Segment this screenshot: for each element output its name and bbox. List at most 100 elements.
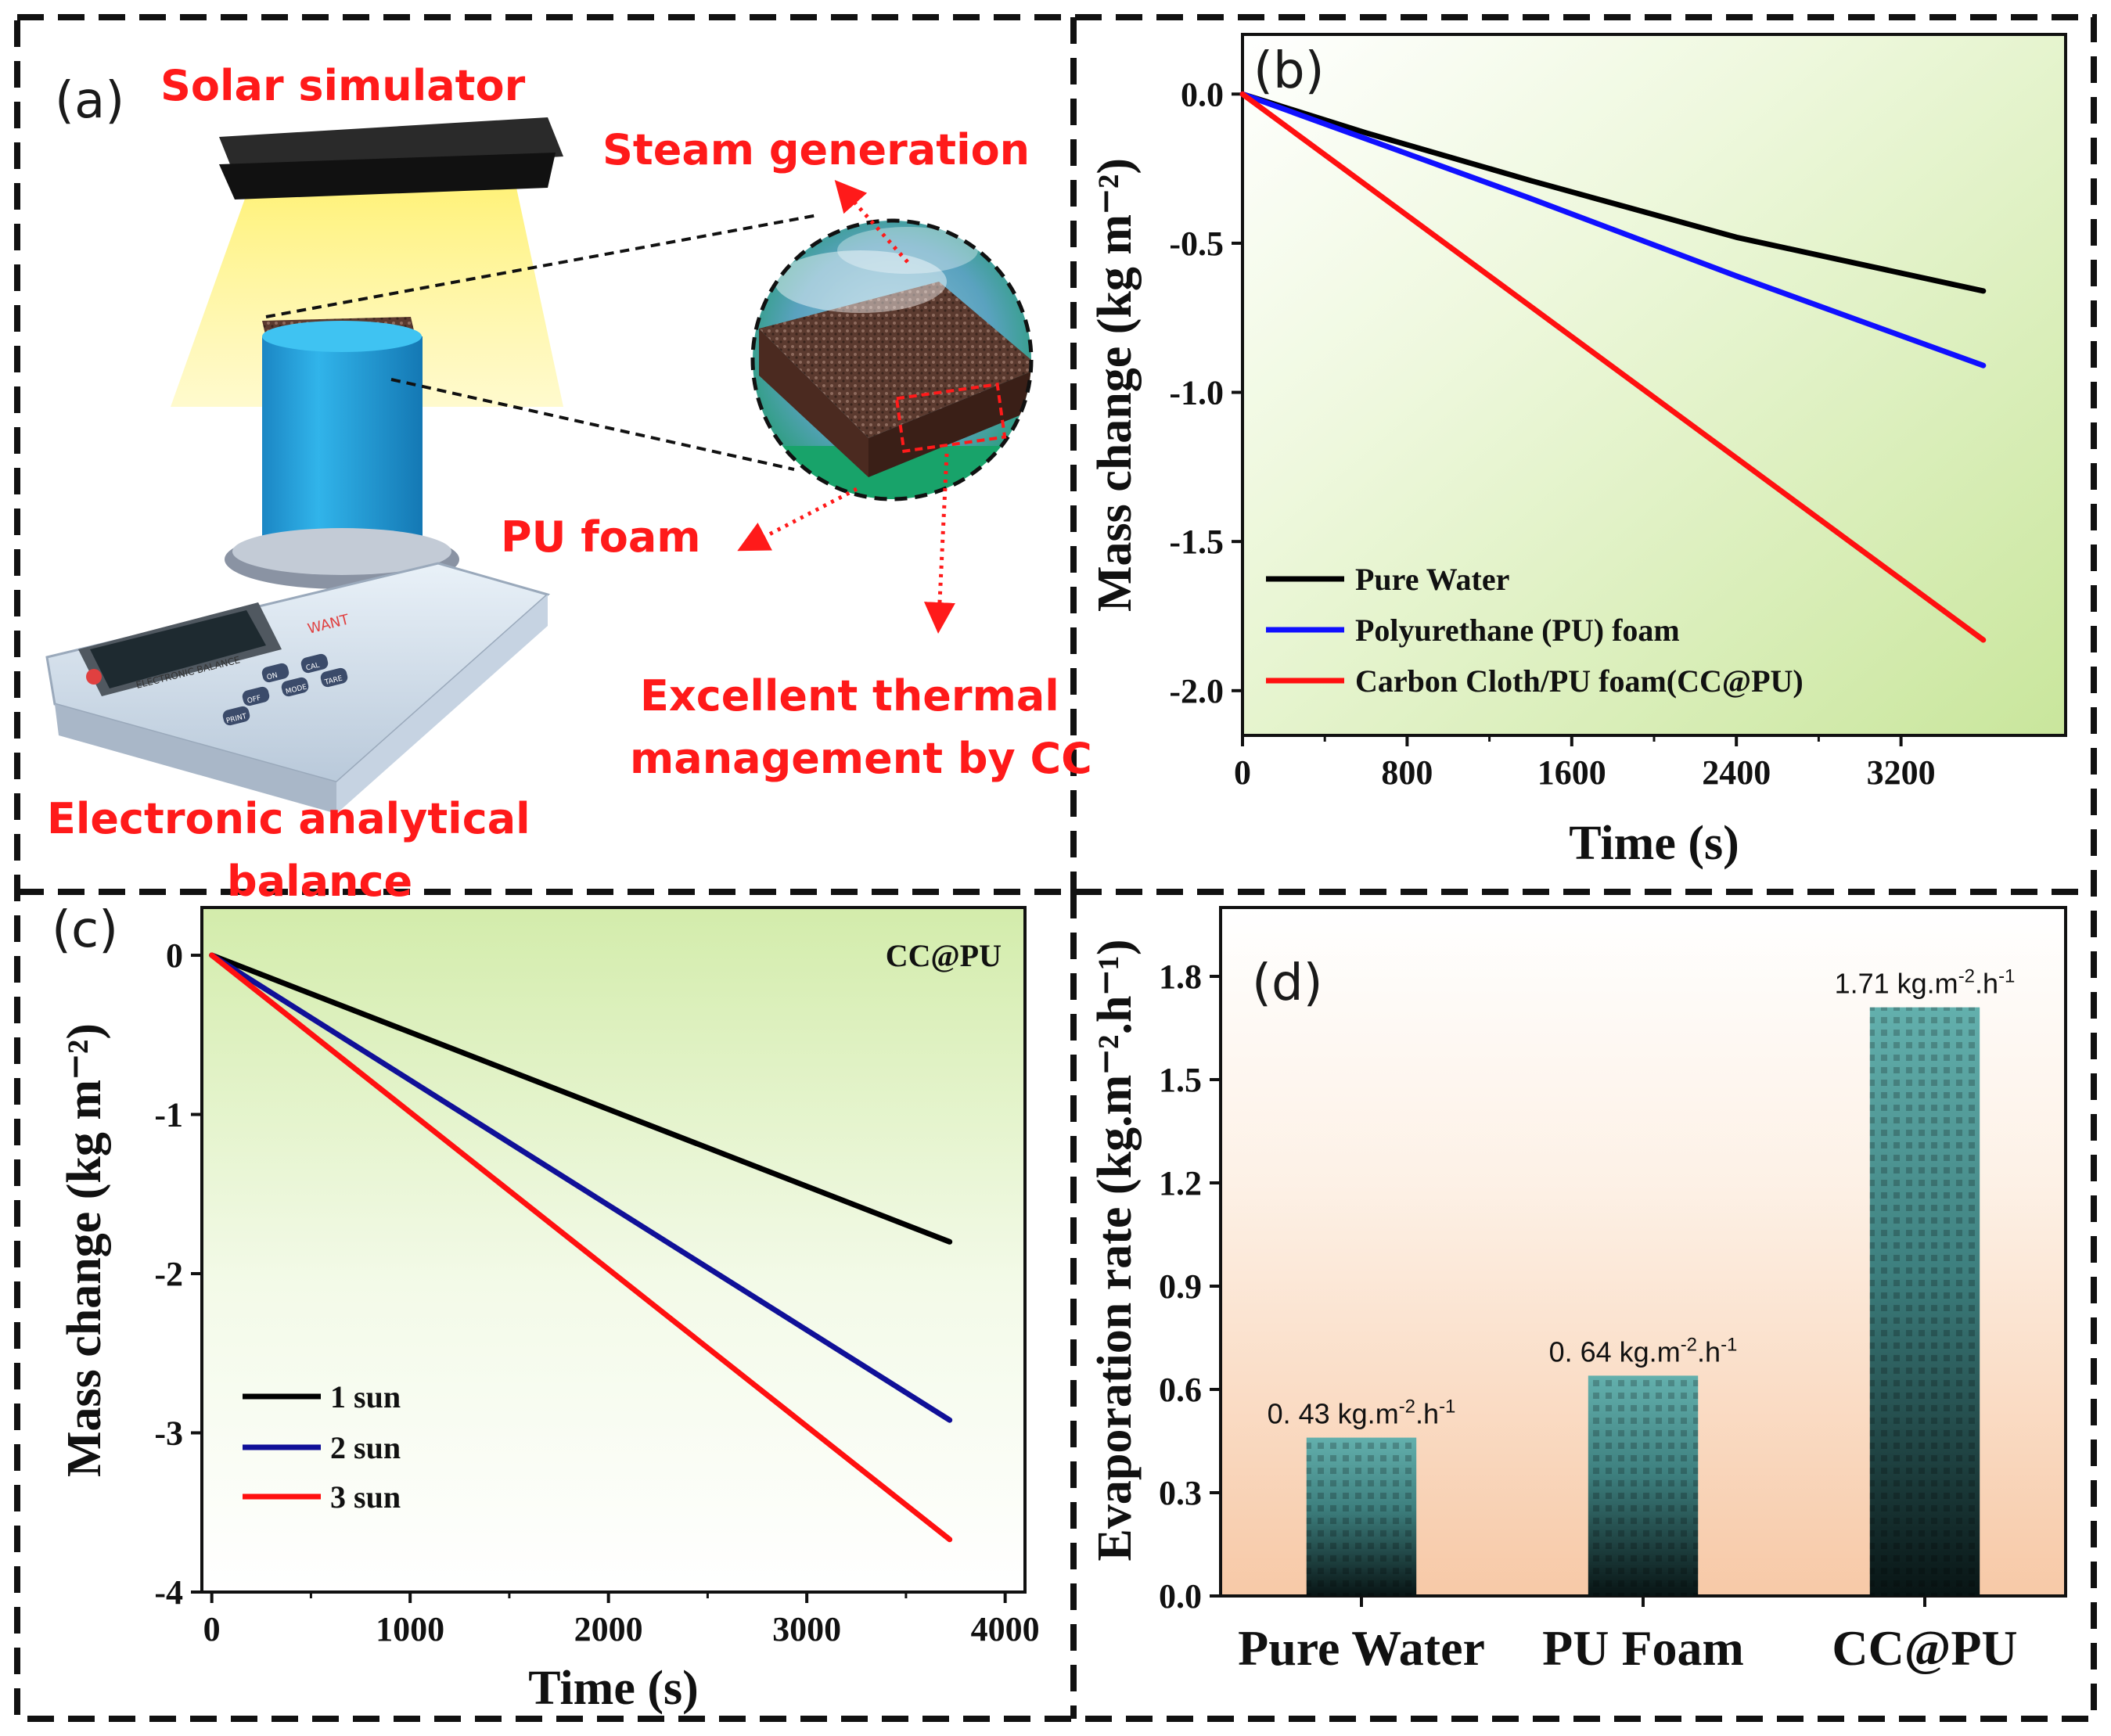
y-tick-label: -1.0 xyxy=(1169,374,1224,412)
x-tick-label: 3200 xyxy=(1867,753,1936,792)
bar-texture-cc-pu xyxy=(1869,1007,1980,1596)
legend-label-3-sun: 3 sun xyxy=(330,1479,401,1515)
bar-label-part: -2 xyxy=(1681,1334,1697,1355)
thermal-label-line1: Excellent thermal xyxy=(640,671,1059,721)
series-line-carbon-cloth-pu-foam-cc-pu xyxy=(1239,91,1987,643)
solar-simulator-label: Solar simulator xyxy=(160,61,526,110)
y-tick-label: 0.6 xyxy=(1159,1371,1202,1409)
chart-c-legend: 1 sun 2 sun 3 sun xyxy=(243,1379,401,1515)
bar-value-label: 0. 43 kg.m-2.h-1 xyxy=(1268,1396,1456,1430)
bar-label-part: -1 xyxy=(1439,1396,1455,1418)
bar-label-part: .h xyxy=(1697,1335,1721,1368)
x-tick-label: 2400 xyxy=(1702,753,1771,792)
y-tick-label: 0.3 xyxy=(1159,1474,1202,1512)
y-tick-label: 0.9 xyxy=(1159,1267,1202,1306)
y-tick-label: -1 xyxy=(154,1096,183,1134)
chart-b-legend: Pure Water Polyurethane (PU) foam Carbon… xyxy=(1266,562,1804,699)
bar-label-part: -1 xyxy=(1721,1334,1737,1355)
y-tick-label: -0.5 xyxy=(1169,225,1224,263)
chart-d-bars: 0. 43 kg.m-2.h-10. 64 kg.m-2.h-11.71 kg.… xyxy=(1268,966,2016,1596)
x-tick-label: 1000 xyxy=(376,1610,444,1648)
chart-c-letter: (c) xyxy=(52,901,118,959)
chart-b: (b) 0 800 1600 2400 32000.0-0.5-1.0-1.5-2.0 … xyxy=(1088,33,2067,870)
series-line-2-sun xyxy=(209,952,953,1423)
series-line-3-sun xyxy=(209,952,953,1543)
bar-label-part: 1.71 kg.m xyxy=(1835,968,1958,1000)
y-tick-label: 1.5 xyxy=(1159,1061,1202,1099)
chart-c-annotation: CC@PU xyxy=(886,938,1002,973)
x-category-label: Pure Water xyxy=(1238,1620,1485,1676)
y-tick-label: -2 xyxy=(154,1255,183,1293)
bar-label-part: -2 xyxy=(1958,966,1975,987)
pu-foam-label: PU foam xyxy=(501,512,701,562)
balance-label-line2: balance xyxy=(227,857,412,906)
y-tick-label: 0.0 xyxy=(1181,75,1224,113)
y-tick-label: -4 xyxy=(154,1573,183,1612)
series-line-polyurethane-pu-foam xyxy=(1239,91,1987,368)
legend-label-2-sun: 2 sun xyxy=(330,1430,401,1465)
bar-value-label: 1.71 kg.m-2.h-1 xyxy=(1835,966,2016,1000)
bar-label-part: -2 xyxy=(1399,1396,1415,1418)
x-tick-label: 3000 xyxy=(772,1610,841,1648)
y-tick-label: -3 xyxy=(154,1414,183,1453)
thermal-label-line2: management by CC xyxy=(630,734,1092,783)
button-cal: CAL xyxy=(305,662,320,673)
chart-b-series xyxy=(1239,91,1987,643)
panel-a-letter: (a) xyxy=(55,72,124,130)
chart-b-ylabel: Mass change (kg m⁻²) xyxy=(1088,158,1142,612)
solar-simulator-icon xyxy=(219,117,563,199)
balance-label-line1: Electronic analytical xyxy=(47,794,530,843)
y-tick-label: 0 xyxy=(166,936,183,975)
bar-value-label: 0. 64 kg.m-2.h-1 xyxy=(1549,1334,1738,1368)
chart-c-xlabel: Time (s) xyxy=(528,1662,699,1715)
y-tick-label: -1.5 xyxy=(1169,523,1224,561)
x-tick-label: 4000 xyxy=(971,1610,1040,1648)
x-category-label: CC@PU xyxy=(1832,1620,2017,1676)
legend-label-pu-foam: Polyurethane (PU) foam xyxy=(1355,613,1680,648)
chart-c-plot-area xyxy=(200,906,1027,1594)
chart-b-plot-area xyxy=(1241,33,2067,737)
chart-b-xlabel: Time (s) xyxy=(1569,817,1739,870)
bar-label-part: 0. 43 kg.m xyxy=(1268,1398,1399,1430)
chart-b-axes: 0 800 1600 2400 3200 0.0 -0.5 -1.0 -1.5 -2.0 xyxy=(1169,75,1935,792)
zoom-inset xyxy=(750,218,1034,501)
x-tick-label: 0 xyxy=(1234,753,1251,792)
x-tick-label: 1600 xyxy=(1537,753,1606,792)
y-tick-label: 1.8 xyxy=(1159,958,1202,996)
legend-label-1-sun: 1 sun xyxy=(330,1379,401,1414)
chart-d-letter: (d) xyxy=(1252,954,1323,1012)
series-line-pure-water xyxy=(1239,91,1987,294)
bar-texture-pure-water xyxy=(1306,1437,1417,1596)
electronic-balance-icon xyxy=(45,562,551,814)
chart-d-axes: 0.0 0.3 0.6 0.9 1.2 1.5 1.8 Pure Water PU Foam CC… xyxy=(1159,958,2018,1676)
bar-label-part: 0. 64 kg.m xyxy=(1549,1335,1681,1368)
chart-c-ylabel: Mass change (kg m⁻²) xyxy=(58,1023,111,1477)
chart-c-axes: 0 1000 2000 3000 4000 0 -1 -2 -3 -4 xyxy=(154,936,1039,1648)
balance-buttons: ON CAL OFF MODE TARE PRINT xyxy=(222,653,348,725)
bar-label-part: .h xyxy=(1415,1398,1439,1430)
y-tick-label: 0.0 xyxy=(1159,1577,1202,1616)
chart-c-series xyxy=(209,952,953,1543)
chart-d: (d) 0.0 0.3 0.6 0.9 1.2 1.5 1.8 Pure Water PU Fo… xyxy=(1088,906,2067,1676)
button-on: ON xyxy=(266,672,279,682)
container-cylinder xyxy=(262,321,423,563)
steam-generation-label: Steam generation xyxy=(602,125,1030,174)
legend-label-pure-water: Pure Water xyxy=(1355,562,1509,597)
series-line-1-sun xyxy=(209,952,953,1245)
x-tick-label: 0 xyxy=(203,1610,221,1648)
bar-texture-pu-foam xyxy=(1588,1375,1699,1596)
x-tick-label: 800 xyxy=(1381,753,1433,792)
panel-a-schematic: (a) WANT ELECTRONIC BALANCE xyxy=(45,61,1092,906)
chart-b-letter: (b) xyxy=(1253,42,1325,100)
x-category-label: PU Foam xyxy=(1542,1620,1744,1676)
y-tick-label: 1.2 xyxy=(1159,1164,1202,1202)
bar-label-part: -1 xyxy=(1998,966,2015,987)
x-tick-label: 2000 xyxy=(574,1610,643,1648)
legend-label-cc-pu: Carbon Cloth/PU foam(CC@PU) xyxy=(1355,663,1804,699)
y-tick-label: -2.0 xyxy=(1169,672,1224,710)
chart-c: (c) CC@PU 0 1000 2000 3000 4000 0 -1 -2 -3 -4 1 s… xyxy=(52,901,1040,1715)
bar-label-part: .h xyxy=(1975,968,1998,1000)
button-off: OFF xyxy=(246,695,261,706)
chart-d-ylabel: Evaporation rate (kg.m⁻².h⁻¹) xyxy=(1088,940,1142,1562)
